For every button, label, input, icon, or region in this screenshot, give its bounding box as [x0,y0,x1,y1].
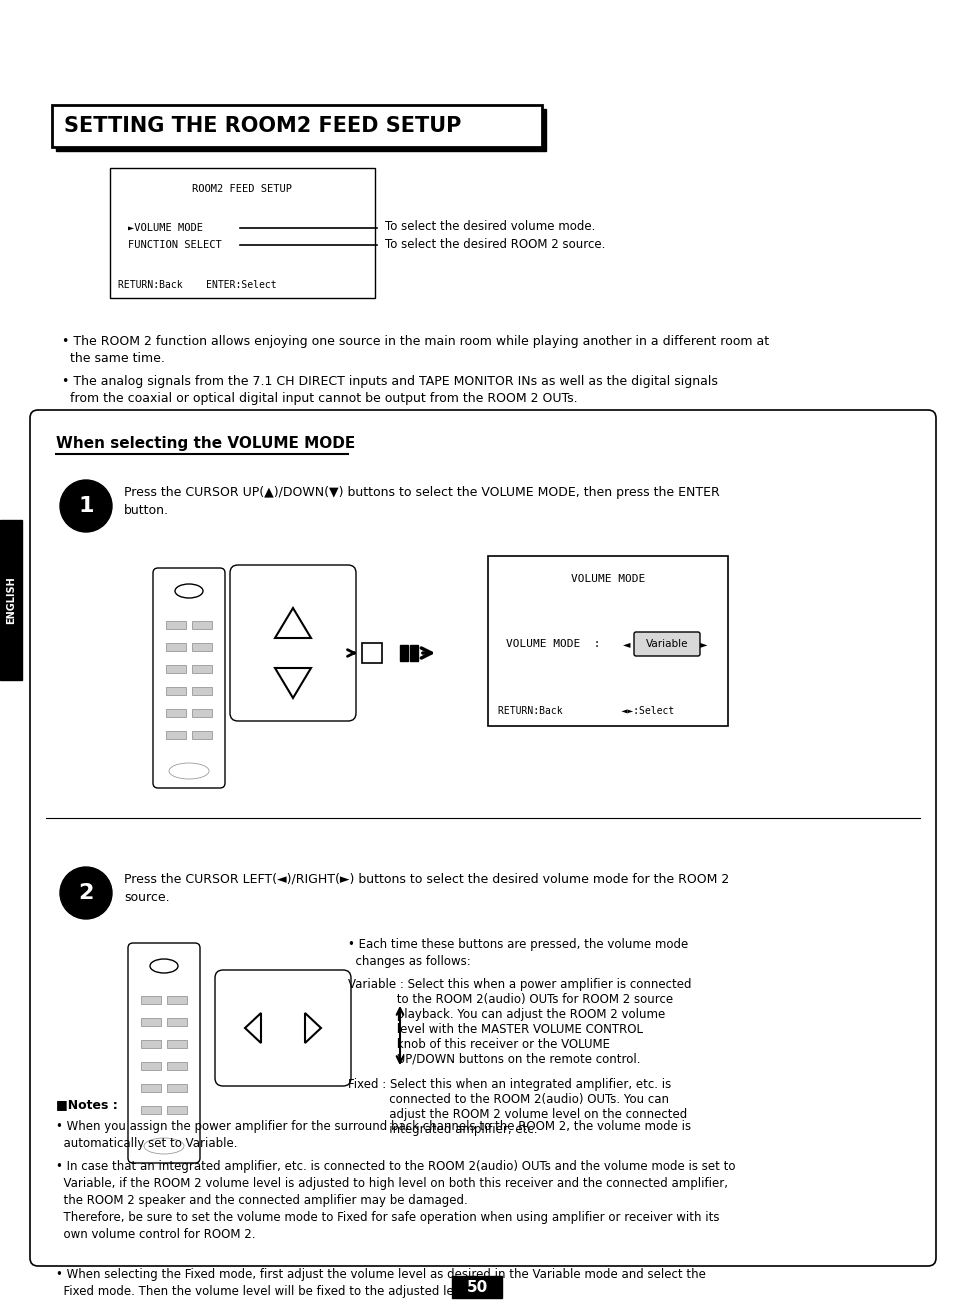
Ellipse shape [150,959,178,972]
Text: ■Notes :: ■Notes : [56,1098,117,1111]
Text: Fixed : Select this when an integrated amplifier, etc. is: Fixed : Select this when an integrated a… [348,1078,671,1091]
Bar [488,555,727,725]
Bar [167,1106,187,1114]
Text: 50: 50 [466,1280,487,1294]
Bar [166,708,186,718]
FancyBboxPatch shape [634,633,700,656]
Bar [166,731,186,738]
Text: RETURN:Back          ◄►:Select: RETURN:Back ◄►:Select [497,706,674,716]
Text: • In case that an integrated amplifier, etc. is connected to the ROOM 2(audio) O: • In case that an integrated amplifier, … [56,1161,735,1242]
Text: 1: 1 [78,495,93,516]
Text: SETTING THE ROOM2 FEED SETUP: SETTING THE ROOM2 FEED SETUP [64,116,461,136]
Text: To select the desired volume mode.: To select the desired volume mode. [385,221,595,234]
Text: 2: 2 [78,884,93,903]
Text: connected to the ROOM 2(audio) OUTs. You can: connected to the ROOM 2(audio) OUTs. You… [348,1093,668,1106]
FancyBboxPatch shape [214,970,351,1086]
Text: Press the CURSOR LEFT(◄)/RIGHT(►) buttons to select the desired volume mode for : Press the CURSOR LEFT(◄)/RIGHT(►) button… [124,873,728,904]
Bar [192,708,212,718]
Bar [0,520,22,680]
Ellipse shape [174,584,203,599]
FancyBboxPatch shape [152,569,225,788]
Text: UP/DOWN buttons on the remote control.: UP/DOWN buttons on the remote control. [348,1053,639,1067]
Text: ►: ► [700,639,707,650]
Bar [141,1040,161,1048]
Bar [410,644,417,661]
Bar [167,1084,187,1093]
Bar [361,643,381,663]
Text: knob of this receiver or the VOLUME: knob of this receiver or the VOLUME [348,1038,609,1051]
Bar [52,105,541,146]
Bar [166,643,186,651]
Text: Variable: Variable [645,639,687,650]
Circle shape [60,867,112,919]
FancyBboxPatch shape [230,565,355,721]
Text: ENGLISH: ENGLISH [6,576,16,623]
Text: adjust the ROOM 2 volume level on the connected: adjust the ROOM 2 volume level on the co… [348,1108,686,1121]
Ellipse shape [144,1138,184,1154]
Text: • When you assign the power amplifier for the surround back channels to the ROOM: • When you assign the power amplifier fo… [56,1120,690,1150]
Text: • The analog signals from the 7.1 CH DIRECT inputs and TAPE MONITOR INs as well : • The analog signals from the 7.1 CH DIR… [62,375,717,405]
Bar [166,665,186,673]
Text: VOLUME MODE  :: VOLUME MODE : [505,639,614,650]
Text: level with the MASTER VOLUME CONTROL: level with the MASTER VOLUME CONTROL [348,1023,642,1036]
Bar [192,665,212,673]
Bar [452,1276,501,1298]
FancyBboxPatch shape [30,410,935,1266]
Text: • Each time these buttons are pressed, the volume mode
  changes as follows:: • Each time these buttons are pressed, t… [348,938,687,968]
Bar [166,687,186,695]
Text: • When selecting the Fixed mode, first adjust the volume level as desired in the: • When selecting the Fixed mode, first a… [56,1268,705,1298]
Text: VOLUME MODE: VOLUME MODE [570,574,644,584]
Bar [192,621,212,629]
Bar [141,1063,161,1070]
Bar [141,1106,161,1114]
Text: ROOM2 FEED SETUP: ROOM2 FEED SETUP [193,184,293,193]
Text: Variable : Select this when a power amplifier is connected: Variable : Select this when a power ampl… [348,978,691,991]
Bar [166,621,186,629]
Text: When selecting the VOLUME MODE: When selecting the VOLUME MODE [56,437,355,451]
Bar [399,644,408,661]
Circle shape [60,480,112,532]
Bar [141,1084,161,1093]
Text: integrated amplifier, etc.: integrated amplifier, etc. [348,1123,537,1136]
Bar [110,169,375,298]
Text: playback. You can adjust the ROOM 2 volume: playback. You can adjust the ROOM 2 volu… [348,1008,664,1021]
Bar [192,643,212,651]
Bar [56,108,545,152]
FancyBboxPatch shape [128,942,200,1163]
Text: ◄: ◄ [622,639,629,650]
Text: RETURN:Back    ENTER:Select: RETURN:Back ENTER:Select [118,280,276,290]
Text: FUNCTION SELECT: FUNCTION SELECT [128,240,221,250]
Bar [167,1063,187,1070]
Bar [167,1018,187,1026]
Ellipse shape [169,763,209,779]
Bar [167,1040,187,1048]
Text: • The ROOM 2 function allows enjoying one source in the main room while playing : • The ROOM 2 function allows enjoying on… [62,335,768,365]
Bar [141,1018,161,1026]
Text: To select the desired ROOM 2 source.: To select the desired ROOM 2 source. [385,238,605,251]
Text: ►VOLUME MODE: ►VOLUME MODE [128,223,203,233]
Bar [192,687,212,695]
Text: Press the CURSOR UP(▲)/DOWN(▼) buttons to select the VOLUME MODE, then press the: Press the CURSOR UP(▲)/DOWN(▼) buttons t… [124,486,719,518]
Text: to the ROOM 2(audio) OUTs for ROOM 2 source: to the ROOM 2(audio) OUTs for ROOM 2 sou… [348,993,673,1006]
Bar [192,731,212,738]
Bar [141,996,161,1004]
Bar [167,996,187,1004]
